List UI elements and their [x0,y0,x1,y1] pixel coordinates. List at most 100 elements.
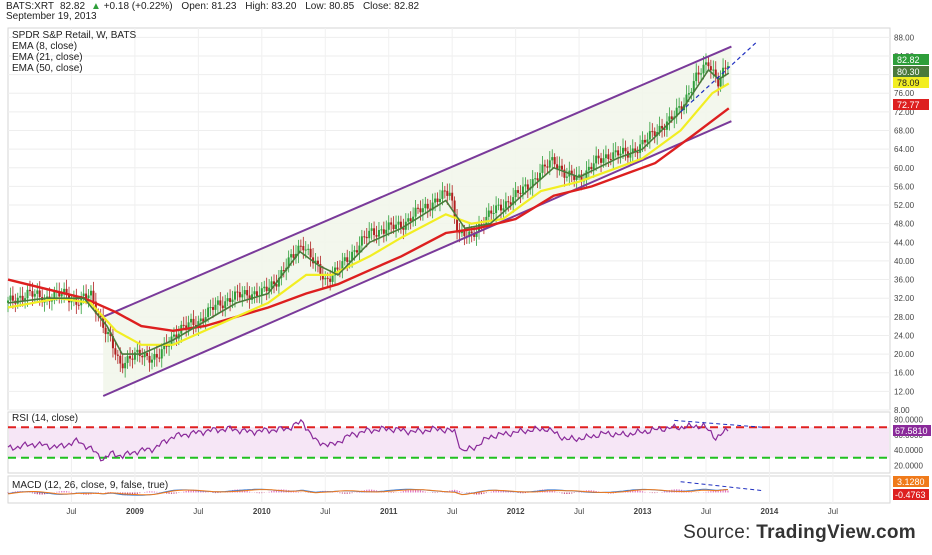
y-tick-label: 48.00 [894,220,915,229]
legend-ema50: EMA (50, close) [12,63,83,74]
badge-layer: 82.82 80.30 78.09 72.77 67.5810 3.1280 -… [893,54,931,500]
candle-body [407,218,410,222]
badge-ema21: 78.09 [897,78,920,88]
candle-body [131,358,134,360]
candle-body [717,77,720,87]
candle-body [436,198,439,202]
candle-body [658,125,661,132]
candle-body [150,359,153,363]
y-tick-label: 52.00 [894,201,915,210]
candle-body [246,290,249,296]
candle-body [60,293,63,297]
channel-upper-line [102,45,732,318]
candle-body [307,248,310,250]
candle-body [602,158,605,163]
candle-body [248,295,251,300]
channel-lower-line [102,120,732,397]
candle-body [612,152,615,160]
price-change: +0.18 (+0.22%) [103,1,173,12]
candle-body [50,300,53,302]
candle-body [87,295,90,299]
symbol: BATS:XRT [6,1,54,12]
candle-body [160,349,163,359]
candle-body [124,362,127,369]
candle-body [395,224,398,230]
candle-body [663,128,666,130]
candle-body [565,176,568,178]
candle-body [636,152,639,154]
candle-body [622,147,625,154]
candle-body [499,204,502,211]
open-value: 81.23 [211,1,237,12]
candle-body [380,229,383,231]
symbol-header: BATS:XRT 82.82 ▲ +0.18 (+0.22%) Open: 81.2… [6,1,419,12]
candle-body [348,260,351,262]
rsi-band-fill [9,427,889,458]
ema21-line [7,82,730,346]
candle-body [629,153,632,158]
y-tick-label: 64.00 [894,145,915,154]
candle-body [543,164,546,167]
candle-body [604,154,607,159]
candle-body [299,245,302,247]
x-tick-label: 2013 [634,507,652,516]
candle-body [646,139,649,143]
candle-body [365,236,368,239]
candle-body [190,318,193,323]
candle-body [251,294,254,300]
candle-body [319,263,322,276]
candle-body [441,190,444,199]
candle-body [231,299,234,302]
candle-body [351,251,354,261]
close-value: 82.82 [394,1,420,12]
candle-body [7,300,9,303]
candle-body [343,257,346,262]
candle-body [119,355,122,364]
ema50-line [7,107,730,333]
candle-body [111,336,114,349]
candle-body [309,248,312,258]
candle-body [107,332,110,335]
candle-body [82,293,85,296]
candle-body [414,207,417,217]
candle-body [556,164,559,169]
source-credit: Source: TradingView.com [683,522,916,544]
candle-body [89,290,92,296]
candle-body [11,295,14,301]
candle-body [346,257,349,262]
candle-body [26,289,29,299]
candle-body [185,325,188,328]
candle-body [560,165,563,170]
candle-body [221,305,224,309]
candle-body [202,318,205,322]
candle-body [99,315,102,318]
candle-body [85,293,88,299]
candle-body [304,249,307,251]
candle-body [517,190,520,193]
candle-body [148,355,151,363]
candle-body [531,179,534,188]
candle-body [578,174,581,176]
candle-body [524,184,527,187]
candle-body [685,94,688,105]
candle-body [331,275,334,282]
x-tick-label: 2012 [507,507,525,516]
candle-body [41,296,44,303]
candle-body [714,69,717,78]
candle-body [353,250,356,252]
candle-body [382,229,385,234]
candle-body [448,192,451,196]
candle-body [580,174,583,182]
macd-panel-frame [7,475,891,504]
badge-ema8: 80.30 [897,67,920,77]
candle-body [521,186,524,194]
candle-body [172,334,175,337]
candle-body [329,278,332,282]
candle-body [63,288,66,294]
rsi-layer [7,418,890,462]
y-tick-label: 16.00 [894,369,915,378]
bar-date: September 19, 2013 [6,11,97,22]
candle-body [192,318,195,326]
candle-body [287,257,290,268]
